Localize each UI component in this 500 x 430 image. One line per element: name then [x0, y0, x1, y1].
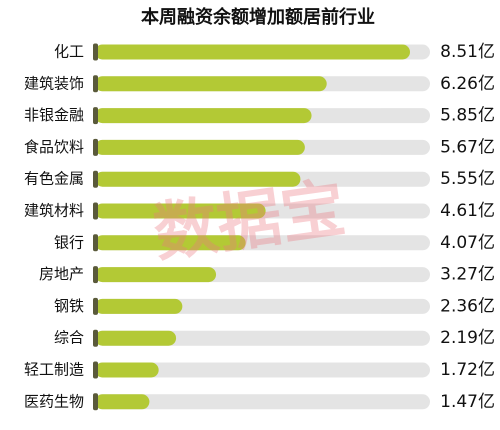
category-label: 轻工制造	[24, 361, 84, 379]
bar-cap	[93, 266, 98, 284]
value-label: 5.85亿	[440, 106, 495, 126]
bar-cap	[93, 297, 98, 315]
bar	[95, 362, 159, 378]
bar-cap	[93, 107, 98, 125]
bar-cap	[93, 361, 98, 379]
category-label: 化工	[54, 43, 84, 61]
bar	[95, 108, 312, 124]
category-label: 钢铁	[54, 297, 84, 315]
bar-cap	[93, 202, 98, 220]
bar-track	[95, 330, 430, 346]
bar	[95, 235, 246, 251]
bar-cap	[93, 75, 98, 93]
category-label: 建筑材料	[24, 202, 84, 220]
bar	[95, 267, 217, 283]
value-label: 3.27亿	[440, 265, 495, 285]
bar-cap	[93, 43, 98, 61]
value-label: 5.67亿	[440, 137, 495, 157]
category-label: 建筑装饰	[24, 74, 84, 92]
value-label: 5.55亿	[440, 169, 495, 189]
bar	[95, 203, 266, 219]
bar-cap	[93, 138, 98, 156]
value-label: 6.26亿	[440, 74, 495, 94]
bar-cap	[93, 234, 98, 252]
value-label: 4.07亿	[440, 233, 495, 253]
value-label: 8.51亿	[440, 42, 495, 62]
category-label: 银行	[54, 233, 84, 251]
bar-cap	[93, 329, 98, 347]
value-label: 2.36亿	[440, 296, 495, 316]
value-label: 1.47亿	[440, 392, 495, 412]
bar	[95, 330, 177, 346]
bar-cap	[93, 393, 98, 411]
category-label: 房地产	[39, 265, 84, 283]
value-label: 1.72亿	[440, 360, 495, 380]
category-label: 医药生物	[24, 392, 84, 410]
category-label: 有色金属	[24, 170, 84, 188]
value-label: 4.61亿	[440, 201, 495, 221]
bar-track	[95, 394, 430, 410]
bar	[95, 44, 410, 60]
category-label: 食品饮料	[24, 138, 84, 156]
bar	[95, 139, 305, 155]
bar	[95, 394, 150, 410]
bar-cap	[93, 170, 98, 188]
bar	[95, 171, 301, 187]
bar	[95, 76, 327, 92]
chart-title: 本周融资余额增加额居前行业	[141, 6, 375, 28]
category-label: 非银金融	[24, 106, 84, 124]
category-label: 综合	[54, 329, 84, 347]
value-label: 2.19亿	[440, 328, 495, 348]
bar-track	[95, 362, 430, 378]
bar	[95, 298, 183, 314]
